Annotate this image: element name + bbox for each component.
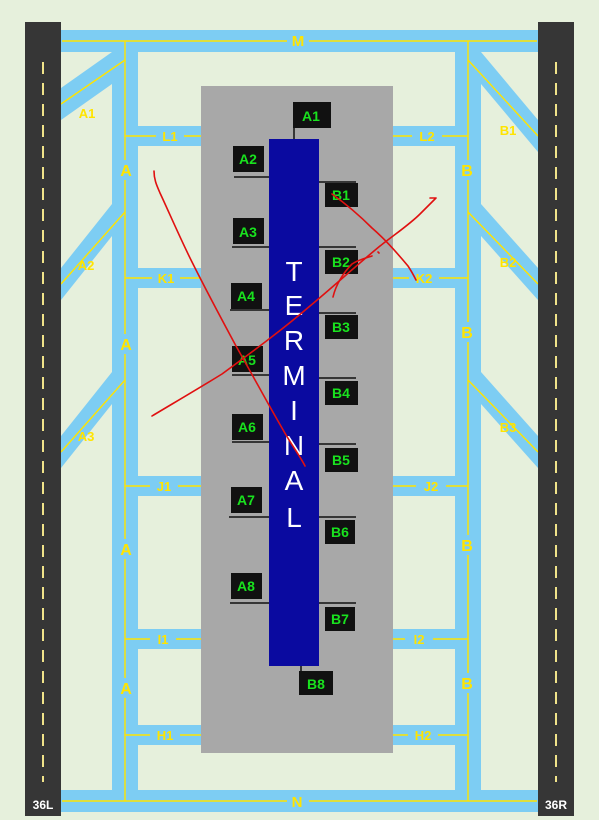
- gate-b7[interactable]: B7: [325, 607, 355, 631]
- high-speed-right-1: [481, 52, 538, 152]
- gate-label: A1: [302, 108, 320, 124]
- red-scribble-annotation: [151, 170, 437, 467]
- centerline-high-speed-left-2: [60, 211, 126, 285]
- gate-a8[interactable]: A8: [231, 573, 262, 599]
- taxiway-label-a: A: [120, 163, 132, 180]
- taxiway-label-b: B: [461, 676, 473, 693]
- terminal-letter: M: [282, 360, 305, 391]
- taxiway-label-a: A: [120, 542, 132, 559]
- gate-label: B3: [332, 319, 350, 335]
- scribble-diagonal-up: [151, 197, 437, 417]
- high-speed-label-b2: B2: [500, 255, 517, 270]
- high-speed-label-b3: B3: [500, 420, 517, 435]
- runway-left-label: 36L: [33, 798, 54, 812]
- high-speed-label-a2: A2: [78, 258, 95, 273]
- gate-b1[interactable]: B1: [325, 183, 358, 207]
- connector-label-l1: L1: [162, 129, 177, 144]
- high-speed-left-3: [61, 372, 112, 468]
- gate-label: A4: [237, 288, 255, 304]
- scribble-diagonal-down: [153, 170, 306, 467]
- connector-label-k2: K2: [416, 271, 433, 286]
- terminal-letter: N: [284, 430, 304, 461]
- connector-label-i1: I1: [158, 632, 169, 647]
- taxiway-label-a: A: [120, 681, 132, 698]
- gate-b4[interactable]: B4: [325, 381, 358, 405]
- centerline-high-speed-left-3: [60, 379, 126, 453]
- gate-a3[interactable]: A3: [233, 218, 264, 244]
- gate-label: B2: [332, 254, 350, 270]
- connector-label-j2: J2: [424, 479, 438, 494]
- gate-label: A6: [238, 419, 256, 435]
- gate-label: B7: [331, 611, 349, 627]
- high-speed-right-2: [481, 204, 538, 300]
- connector-label-h1: H1: [157, 728, 174, 743]
- taxiway-label-a: A: [120, 337, 132, 354]
- high-speed-label-a1: A1: [79, 106, 96, 121]
- gate-a6[interactable]: A6: [232, 414, 263, 440]
- gate-a4[interactable]: A4: [231, 283, 262, 309]
- taxiway-label-top: M: [292, 33, 305, 50]
- centerline-high-speed-right-1: [467, 59, 539, 137]
- gate-b3[interactable]: B3: [325, 315, 358, 339]
- gate-b5[interactable]: B5: [325, 448, 358, 472]
- terminal-label: T E R M I N A L: [282, 256, 305, 533]
- taxiway-label-b: B: [461, 325, 473, 342]
- gate-label: B6: [331, 524, 349, 540]
- gate-label: B8: [307, 676, 325, 692]
- gate-b6[interactable]: B6: [325, 520, 355, 544]
- terminal-letter: R: [284, 325, 304, 356]
- connector-label-i2: I2: [414, 632, 425, 647]
- high-speed-label-b1: B1: [500, 123, 517, 138]
- gate-label: A2: [239, 151, 257, 167]
- taxiway-label-bottom: N: [292, 794, 303, 811]
- runway-right-label: 36R: [545, 798, 567, 812]
- gate-label: A7: [237, 492, 255, 508]
- terminal-building[interactable]: [269, 139, 319, 666]
- gate-a1[interactable]: A1: [293, 102, 331, 128]
- terminal-letter: A: [285, 465, 304, 496]
- taxiway-label-b: B: [461, 538, 473, 555]
- terminal-letter: L: [286, 502, 302, 533]
- connector-label-h2: H2: [415, 728, 432, 743]
- gate-label: A8: [237, 578, 255, 594]
- connector-label-j1: J1: [157, 479, 171, 494]
- b-side-gates: B1 B2 B3 B4 B5: [319, 181, 358, 631]
- centerline-high-speed-right-2: [467, 211, 539, 285]
- taxiway-label-b: B: [461, 163, 473, 180]
- gate-label: B5: [332, 452, 350, 468]
- gate-label: B4: [332, 385, 350, 401]
- gate-a5[interactable]: A5: [232, 346, 263, 372]
- terminal-letter: T: [285, 256, 302, 287]
- gate-label: B1: [332, 187, 350, 203]
- centerline-high-speed-left-1: [60, 59, 126, 105]
- connector-label-k1: K1: [158, 271, 175, 286]
- gates: A1 B8 A2 A3 A4 A: [229, 102, 358, 695]
- high-speed-left-2: [61, 204, 112, 300]
- gate-b8[interactable]: B8: [299, 671, 333, 695]
- gate-b2[interactable]: B2: [325, 250, 358, 274]
- scribble-hook: [332, 255, 373, 298]
- runways: 36L 36R: [25, 22, 574, 816]
- gate-a7[interactable]: A7: [231, 487, 262, 513]
- scribble-dot: [377, 251, 380, 254]
- high-speed-label-a3: A3: [78, 429, 95, 444]
- gate-a2[interactable]: A2: [233, 146, 264, 172]
- centerline-high-speed-right-3: [467, 379, 539, 453]
- taxiway-labels: M N A A A A B B B B L1 K1 J1 I1 H1 L2 K2…: [78, 31, 517, 811]
- gate-label: A3: [239, 224, 257, 240]
- terminal-letter: I: [290, 395, 298, 426]
- terminal-letter: E: [285, 290, 304, 321]
- scribble-cross: [331, 193, 417, 281]
- connector-label-l2: L2: [419, 129, 434, 144]
- high-speed-right-3: [481, 372, 538, 468]
